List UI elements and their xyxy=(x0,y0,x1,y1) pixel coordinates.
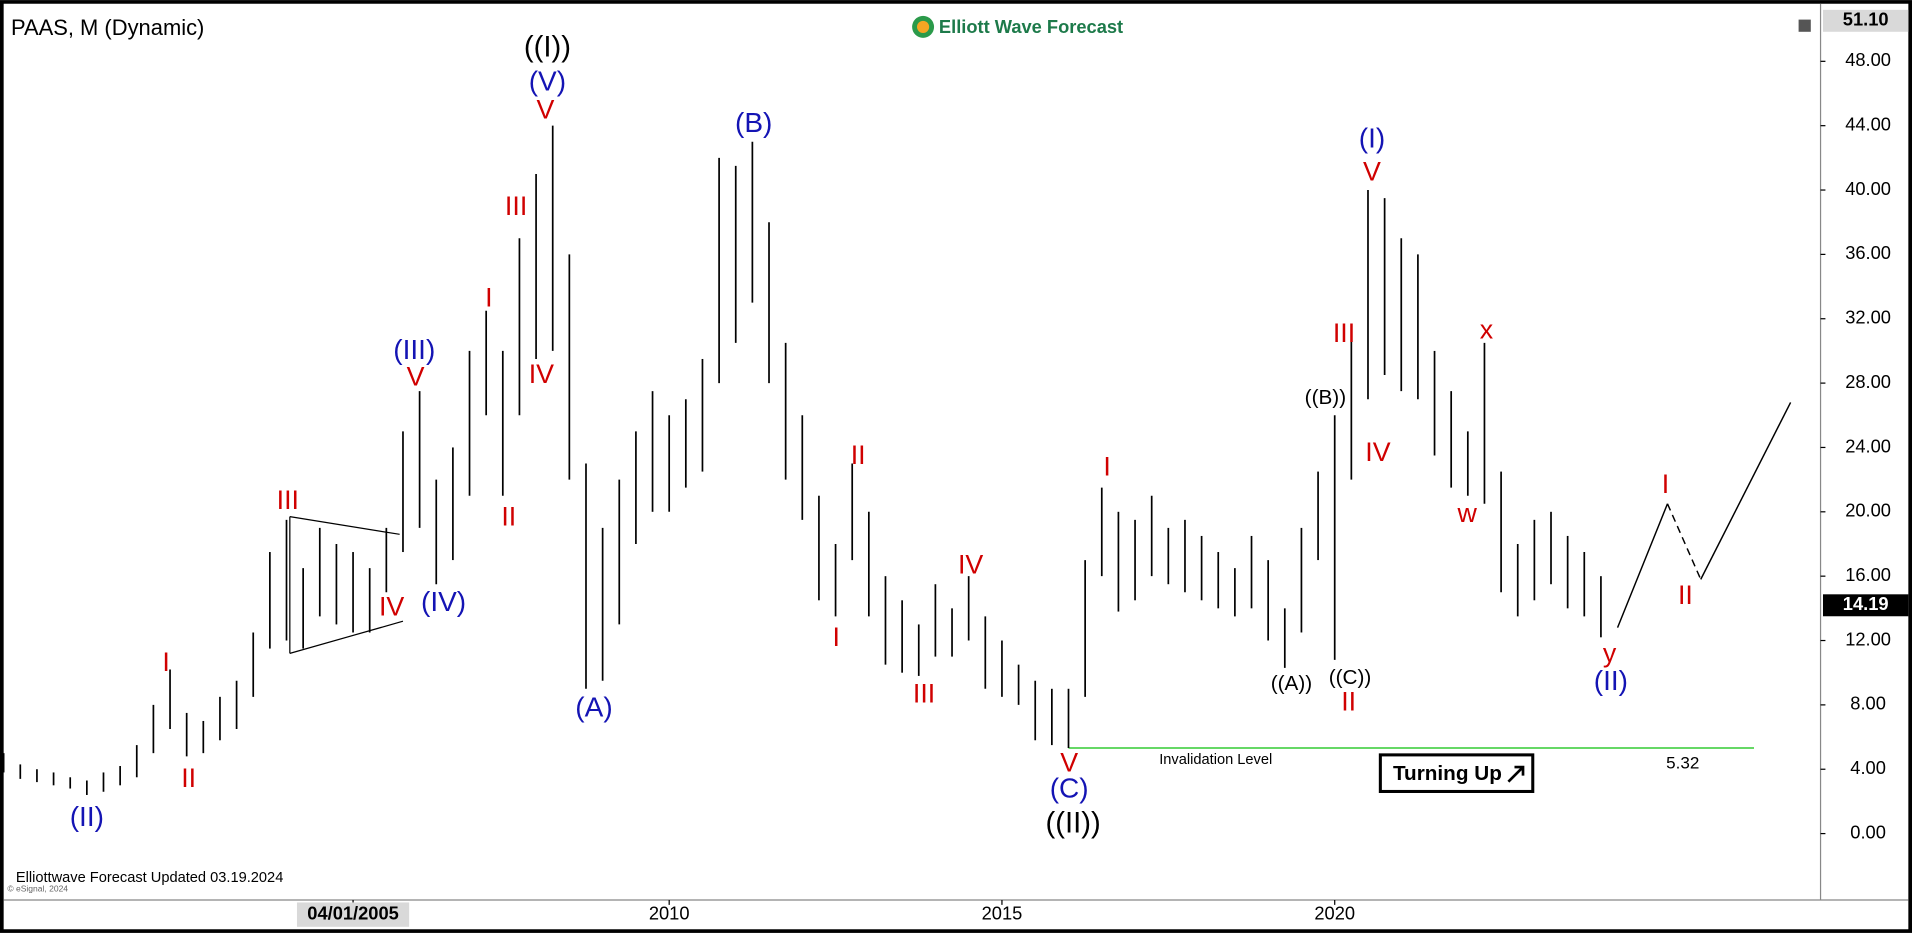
wave-label: (II) xyxy=(70,801,104,832)
x-tick-label: 2010 xyxy=(649,902,690,923)
x-tick-highlight xyxy=(296,902,410,927)
y-tick-label: 8.00 xyxy=(1850,693,1886,714)
wave-label: V xyxy=(1060,747,1078,777)
projection-line xyxy=(1616,503,1669,628)
x-tick-label: 04/01/2005 xyxy=(307,902,399,923)
badge-box xyxy=(1378,753,1535,793)
wave-label: ((I)) xyxy=(524,32,571,64)
last-price-box xyxy=(1822,594,1909,617)
copyright: © eSignal, 2024 xyxy=(7,883,68,893)
wave-label: IV xyxy=(379,591,404,621)
last-price-label: 14.19 xyxy=(1843,593,1889,614)
wave-label: ((B)) xyxy=(1305,386,1346,409)
y-tick-label: 0.00 xyxy=(1850,821,1886,842)
y-tick-label: 16.00 xyxy=(1845,564,1891,585)
wave-label: III xyxy=(913,678,935,708)
y-tick-label: 28.00 xyxy=(1845,371,1891,392)
wave-label: II xyxy=(181,763,196,793)
wave-label: III xyxy=(1333,318,1355,348)
wave-label: (IV) xyxy=(421,586,466,617)
chart-title: PAAS, M (Dynamic) xyxy=(11,15,204,40)
brand-logo: Elliott Wave Forecast xyxy=(912,15,1123,38)
wave-label: IV xyxy=(958,550,983,580)
wave-label: II xyxy=(1341,686,1356,716)
y-tick-label: 48.00 xyxy=(1845,49,1891,70)
footer: Elliottwave Forecast Updated 03.19.2024 xyxy=(16,870,283,886)
top-price-label: 51.10 xyxy=(1843,9,1889,30)
logo-icon-inner xyxy=(916,20,930,34)
y-tick-label: 32.00 xyxy=(1845,307,1891,328)
wave-label: w xyxy=(1456,498,1477,528)
wave-label: (A) xyxy=(575,691,612,722)
y-tick-label: 12.00 xyxy=(1845,628,1891,649)
wave-label: II xyxy=(851,440,866,470)
y-tick-label: 20.00 xyxy=(1845,500,1891,521)
price-bars xyxy=(2,125,1602,795)
wave-label: (II) xyxy=(1594,665,1628,696)
y-tick-label: 36.00 xyxy=(1845,242,1891,263)
x-tick-label: 2015 xyxy=(982,902,1023,923)
invalidation-value: 5.32 xyxy=(1666,753,1699,772)
wave-label: (V) xyxy=(529,65,566,96)
wave-label: I xyxy=(1662,469,1669,499)
triangle-lower xyxy=(289,620,404,654)
wave-label: y xyxy=(1603,638,1617,668)
wave-label: III xyxy=(505,191,527,221)
triangle-upper xyxy=(289,516,400,535)
wave-label: II xyxy=(501,501,516,531)
wave-label: IV xyxy=(529,359,554,389)
badge-text: Turning Up xyxy=(1393,762,1502,785)
top-price-box xyxy=(1822,9,1909,32)
y-tick-label: 24.00 xyxy=(1845,435,1891,456)
projection-line xyxy=(1666,503,1702,580)
wave-label: (C) xyxy=(1050,773,1089,804)
wave-label: V xyxy=(536,94,554,124)
invalidation-label: Invalidation Level xyxy=(1159,752,1272,768)
brand-name: Elliott Wave Forecast xyxy=(939,16,1123,37)
window-icon xyxy=(1798,19,1811,32)
wave-label: V xyxy=(1363,156,1381,186)
y-tick-label: 4.00 xyxy=(1850,757,1886,778)
y-tick-label: 44.00 xyxy=(1845,114,1891,135)
wave-label: IV xyxy=(1365,437,1390,467)
projection-line xyxy=(1700,402,1792,580)
wave-label: III xyxy=(277,485,299,515)
wave-label: ((C)) xyxy=(1329,666,1372,689)
wave-label: I xyxy=(1103,451,1110,481)
wave-label: ((A)) xyxy=(1271,672,1312,695)
wave-label: (III) xyxy=(393,334,435,365)
x-tick-label: 2020 xyxy=(1314,902,1355,923)
wave-label: (B) xyxy=(735,107,772,138)
wave-label: V xyxy=(407,361,425,391)
wave-label: I xyxy=(833,622,840,652)
wave-label: I xyxy=(485,283,492,313)
badge: Turning Up xyxy=(1378,753,1535,793)
wave-label: II xyxy=(1678,580,1693,610)
wave-label: ((II)) xyxy=(1046,807,1101,839)
wave-label: (I) xyxy=(1359,123,1385,154)
wave-label: I xyxy=(162,647,169,677)
wave-label: x xyxy=(1480,315,1494,345)
y-tick-label: 40.00 xyxy=(1845,178,1891,199)
badge-arrow xyxy=(1507,765,1525,783)
